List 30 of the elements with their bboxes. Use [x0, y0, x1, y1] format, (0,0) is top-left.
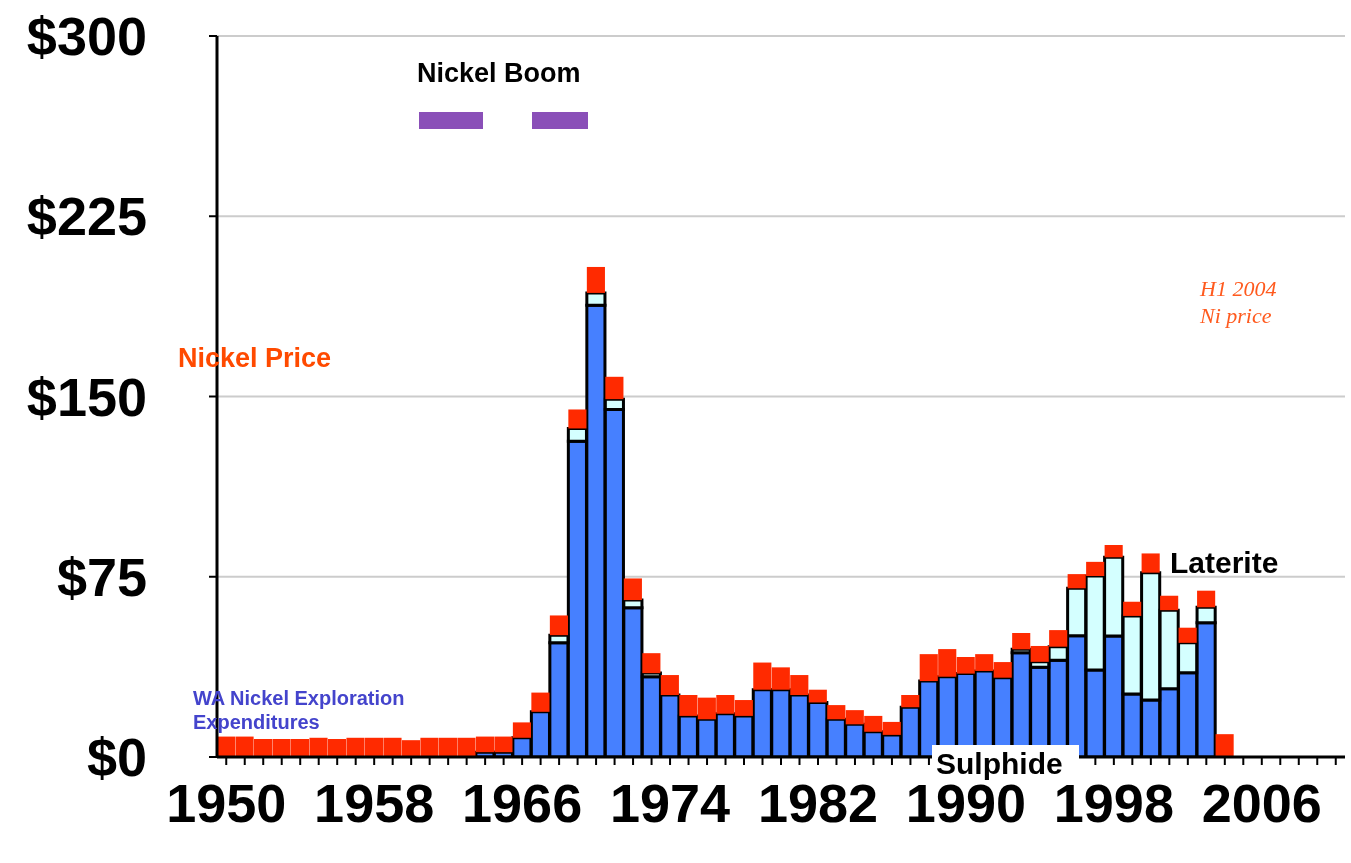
series-label: Laterite — [1170, 546, 1279, 580]
x-tick-label: 1950 — [166, 773, 287, 833]
bar — [1104, 545, 1123, 558]
bar — [1123, 601, 1142, 616]
bar — [1215, 734, 1234, 757]
bar — [1178, 627, 1197, 643]
x-tick-label: 1982 — [757, 773, 879, 833]
bar — [901, 694, 920, 708]
x-tick-label: 2006 — [1201, 773, 1322, 833]
bar — [623, 578, 642, 601]
annotation: H1 2004 Ni price — [1200, 275, 1277, 329]
y-tick-label: $0 — [86, 727, 147, 787]
x-tick-label: 1966 — [462, 773, 583, 833]
bar — [1197, 590, 1216, 608]
y-tick-label: $150 — [26, 366, 147, 427]
annotation: Nickel Boom — [417, 58, 581, 89]
bar — [531, 692, 550, 712]
x-tick-label: 1974 — [609, 773, 731, 833]
y-tick-label: $300 — [26, 6, 147, 66]
y-tick-label: $75 — [56, 546, 147, 607]
bar — [1141, 553, 1160, 573]
y-tick-label: $225 — [26, 186, 147, 247]
bar — [1160, 595, 1179, 611]
bar — [605, 376, 624, 400]
bar — [549, 615, 568, 636]
bar — [660, 675, 679, 695]
bar — [586, 266, 605, 293]
x-tick-label: 1958 — [314, 773, 435, 833]
bar — [642, 653, 661, 674]
bar — [568, 409, 587, 429]
